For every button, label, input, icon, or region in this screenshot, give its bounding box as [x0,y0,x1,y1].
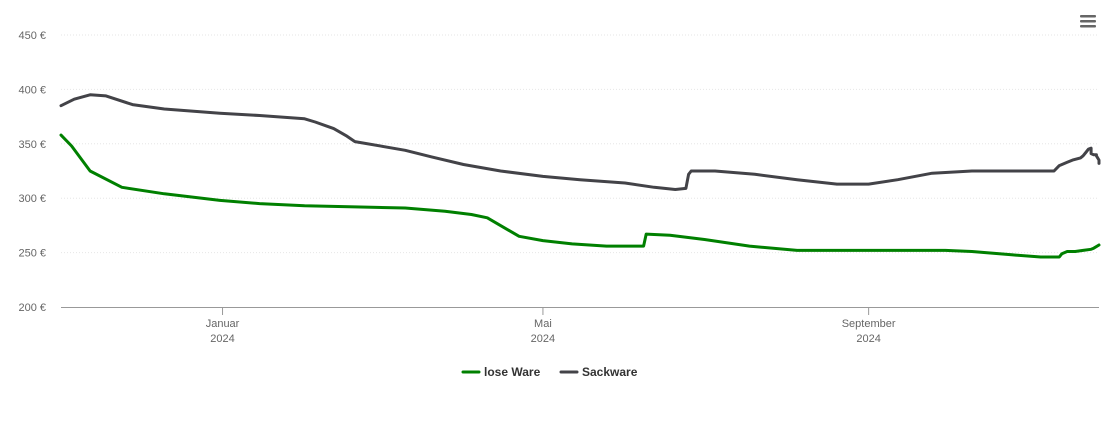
y-tick-label: 450 € [18,30,46,42]
y-gridlines [61,34,1099,254]
hamburger-menu-icon[interactable] [1076,12,1100,32]
x-tick-label: September [842,318,896,330]
y-tick-label: 400 € [18,84,46,96]
legend: lose Ware Sackware [461,365,638,379]
y-tick-label: 250 € [18,248,46,260]
y-tick-label: 300 € [18,193,46,205]
series-lines [59,93,1101,259]
y-axis-labels: 200 € 250 € 300 € 350 € 400 € 450 € [18,30,46,314]
x-tick-label: Mai [534,318,552,330]
legend-label: Sackware [582,365,638,379]
legend-label: lose Ware [484,365,541,379]
x-tick-year: 2024 [856,333,880,345]
x-tick-year: 2024 [210,333,234,345]
y-tick-label: 200 € [18,302,46,314]
series-line [59,133,1101,259]
x-tick-label: Januar [206,318,240,330]
x-axis-ticks: Januar 2024 Mai 2024 September 2024 [206,307,896,345]
y-tick-label: 350 € [18,139,46,151]
legend-item[interactable]: lose Ware [461,365,541,379]
x-tick-year: 2024 [531,333,555,345]
series-line [59,93,1101,191]
legend-item[interactable]: Sackware [559,365,638,379]
